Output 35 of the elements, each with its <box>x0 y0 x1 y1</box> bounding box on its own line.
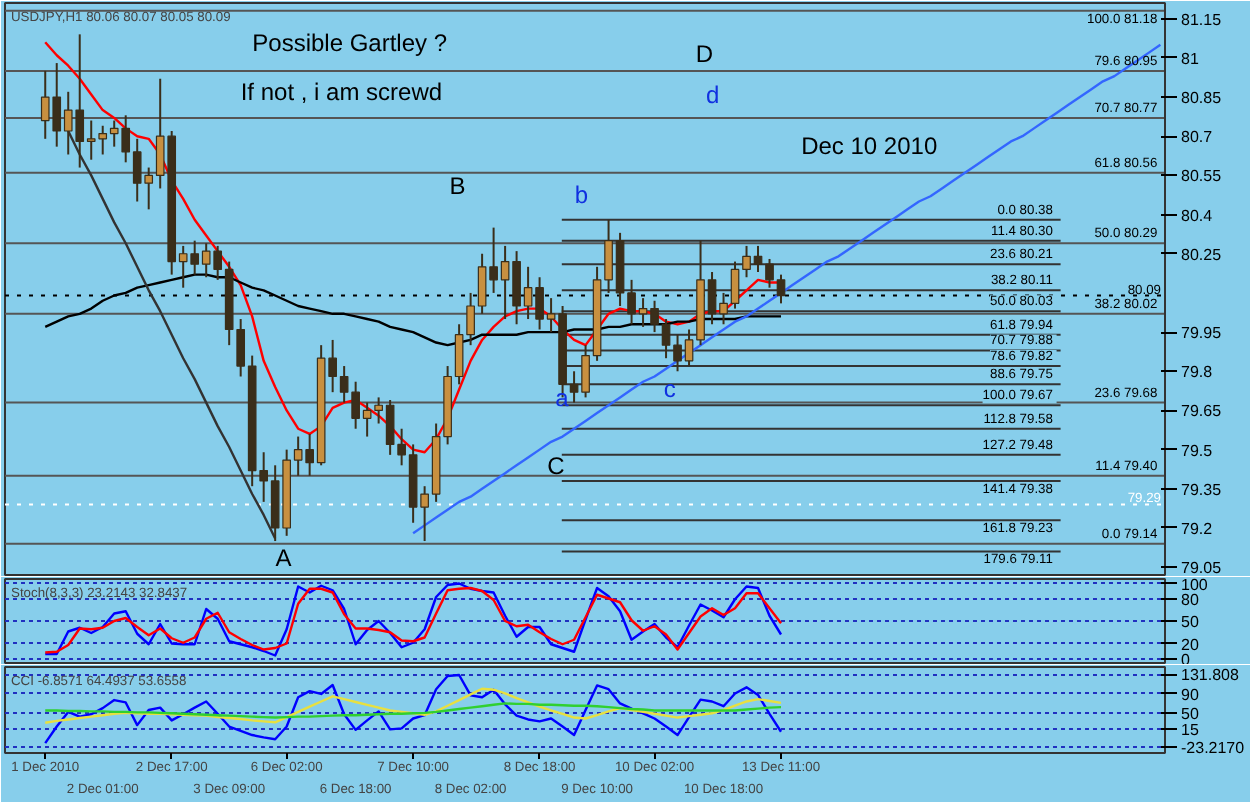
y-tick-label: 80 <box>1181 590 1200 609</box>
y-tick-label: 15 <box>1181 721 1200 740</box>
y-tick-label: 79.2 <box>1181 519 1214 538</box>
annotation: d <box>705 80 720 109</box>
y-tick-label: 80.55 <box>1181 167 1223 186</box>
line-series <box>44 702 783 719</box>
y-tick-label: 79.65 <box>1181 402 1223 421</box>
y-tick-label: 90 <box>1181 685 1200 704</box>
annotation: If not , i am screwd <box>240 77 443 106</box>
annotation: D <box>695 40 714 69</box>
annotation: A <box>275 543 292 572</box>
y-tick-label: 80.4 <box>1181 206 1214 225</box>
y-tick-label: 81.15 <box>1181 10 1223 29</box>
annotation: b <box>574 180 589 209</box>
line-series <box>44 687 783 724</box>
y-tick-label: 79.8 <box>1181 363 1214 382</box>
annotation: Possible Gartley ? <box>252 29 448 58</box>
y-tick-label: -23.2170 <box>1181 739 1246 758</box>
annotation: B <box>449 172 466 201</box>
y-tick-label: 79.5 <box>1181 441 1214 460</box>
annotation: Dec 10 2010 <box>801 132 938 160</box>
y-tick-label: 80.7 <box>1181 128 1214 147</box>
y-tick-label: 80.85 <box>1181 89 1223 108</box>
y-tick-label: 81 <box>1181 49 1200 68</box>
y-tick-label: 79.95 <box>1181 324 1223 343</box>
y-tick-label: 0 <box>1181 650 1191 669</box>
annotation: C <box>547 452 566 481</box>
y-tick-label: 131.808 <box>1181 666 1240 685</box>
y-tick-label: 80.25 <box>1181 245 1223 264</box>
y-tick-label: 79.35 <box>1181 480 1223 499</box>
y-tick-label: 79.05 <box>1181 559 1223 578</box>
y-tick-label: 100 <box>1181 575 1209 594</box>
y-tick-label: 50 <box>1181 704 1200 723</box>
y-tick-label: 50 <box>1181 613 1200 631</box>
y-tick-label: 20 <box>1181 635 1200 654</box>
